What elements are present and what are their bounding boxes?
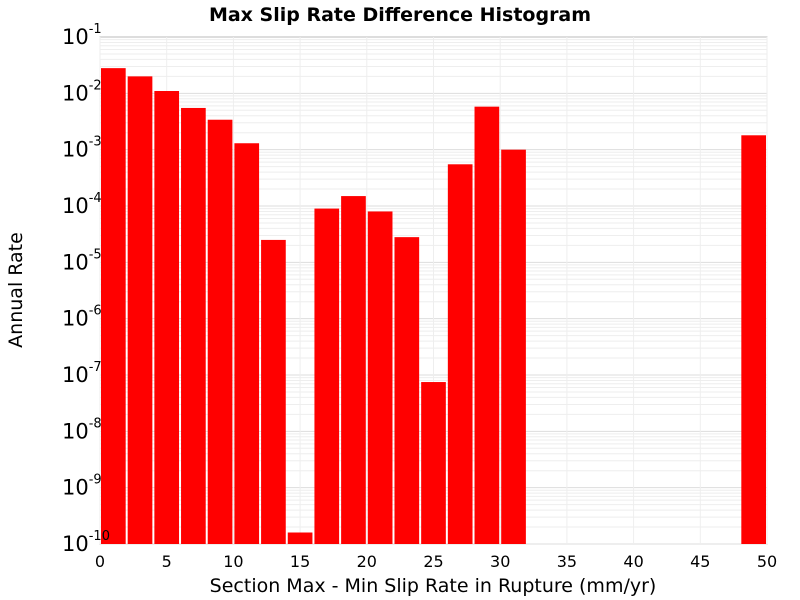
x-tick-labels: 0 5 10 15 20 25 30 35 40 45 50 <box>95 552 777 571</box>
x-tick-label: 35 <box>557 552 577 571</box>
bar <box>181 107 206 545</box>
bar <box>741 135 766 544</box>
y-tick-label: 10-10 <box>62 529 110 556</box>
bar <box>154 91 180 544</box>
x-tick-label: 45 <box>690 552 710 571</box>
bar <box>474 106 500 545</box>
y-tick-labels: 10-1 10-2 10-3 10-4 10-5 10-6 10-7 10-8 10-9 10-1… <box>62 22 110 556</box>
bar <box>314 208 340 544</box>
y-tick-label: 10-4 <box>62 191 102 218</box>
bar <box>501 149 526 544</box>
bar <box>234 143 260 544</box>
x-tick-label: 0 <box>95 552 105 571</box>
y-tick-label: 10-5 <box>62 247 102 274</box>
chart-title: Max Slip Rate Difference Histogram <box>209 4 591 26</box>
x-tick-label: 25 <box>423 552 443 571</box>
x-tick-label: 30 <box>490 552 510 571</box>
x-axis-label: Section Max - Min Slip Rate in Rupture (… <box>210 575 657 597</box>
x-tick-label: 40 <box>623 552 643 571</box>
bar <box>341 196 366 544</box>
bar <box>101 68 126 544</box>
bar <box>447 164 473 544</box>
y-tick-label: 10-6 <box>62 304 102 331</box>
y-tick-label: 10-7 <box>62 360 102 387</box>
x-tick-label: 20 <box>357 552 377 571</box>
bar <box>207 119 233 544</box>
x-tick-label: 10 <box>223 552 243 571</box>
y-tick-label: 10-3 <box>62 135 102 162</box>
y-tick-label: 10-8 <box>62 416 102 443</box>
bar <box>367 211 393 544</box>
x-tick-label: 50 <box>757 552 777 571</box>
bar <box>287 532 313 544</box>
y-tick-label: 10-1 <box>62 22 102 49</box>
x-tick-label: 15 <box>290 552 310 571</box>
y-tick-label: 10-9 <box>62 473 102 500</box>
bar <box>421 382 446 544</box>
x-tick-label: 5 <box>162 552 172 571</box>
bar <box>127 76 153 545</box>
y-axis-label: Annual Rate <box>5 232 27 348</box>
bar <box>394 237 420 544</box>
bar <box>261 239 286 544</box>
bars <box>101 68 766 545</box>
y-tick-label: 10-2 <box>62 78 102 105</box>
